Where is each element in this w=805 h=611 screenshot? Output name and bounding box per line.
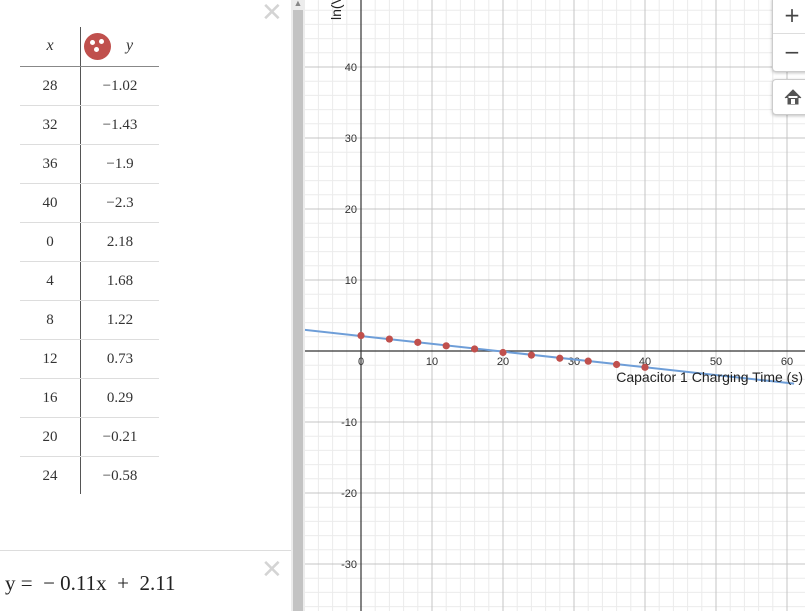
- y-cell[interactable]: −0.21: [102, 429, 138, 445]
- x-tick-label: 20: [497, 356, 509, 368]
- data-points: [357, 331, 649, 371]
- data-point[interactable]: [527, 351, 535, 359]
- table-row[interactable]: 0 2.18: [20, 223, 159, 262]
- data-point[interactable]: [613, 360, 621, 369]
- y-cell[interactable]: 0.73: [106, 351, 134, 367]
- y-tick-label: 20: [345, 204, 357, 216]
- y-cell[interactable]: −2.3: [106, 195, 134, 211]
- series-point-style-icon[interactable]: [84, 33, 111, 60]
- table-row[interactable]: 4 1.68: [20, 262, 159, 301]
- y-tick-label: -10: [341, 417, 357, 429]
- equation-text[interactable]: y = − 0.11x + 2.11: [5, 571, 176, 595]
- table-row[interactable]: 36 −1.9: [20, 145, 159, 184]
- y-axis-label: ln(V: [328, 0, 344, 20]
- expression-list: x y 28 −1.02 32 −1.43 36 −1.9 40 −2.3 0 2.18 4 1.68…: [0, 0, 291, 611]
- data-point[interactable]: [556, 354, 564, 362]
- data-point[interactable]: [471, 345, 479, 353]
- x-tick-label: 30: [568, 356, 580, 368]
- equation-row[interactable]: y = − 0.11x + 2.11: [0, 550, 291, 611]
- y-cell[interactable]: −1.9: [106, 156, 134, 172]
- zoom-controls: + −: [772, 0, 805, 72]
- x-cell[interactable]: 24: [42, 468, 58, 484]
- regression-line: [305, 328, 795, 385]
- x-tick-label: 40: [639, 356, 651, 368]
- data-point[interactable]: [584, 357, 592, 365]
- x-axis-label: Capacitor 1 Charging Time (s): [616, 369, 803, 385]
- data-point[interactable]: [641, 363, 649, 371]
- table-row[interactable]: 28 −1.02: [20, 67, 159, 106]
- x-tick-label: 10: [426, 356, 438, 368]
- table-body: 28 −1.02 32 −1.43 36 −1.9 40 −2.3 0 2.18 4 1.68 8 1.2…: [20, 67, 159, 495]
- y-tick-label: 30: [345, 133, 357, 145]
- data-point[interactable]: [499, 348, 507, 357]
- table-row[interactable]: 20 −0.21: [20, 418, 159, 457]
- y-cell[interactable]: 1.68: [106, 273, 134, 289]
- data-point[interactable]: [414, 338, 422, 346]
- y-tick-label: -30: [341, 559, 357, 571]
- home-icon: [784, 89, 802, 105]
- y-cell[interactable]: 0.29: [106, 390, 134, 406]
- data-table[interactable]: x y 28 −1.02 32 −1.43 36 −1.9 40 −2.3 0 2.18 4 1.68…: [20, 27, 159, 495]
- data-point[interactable]: [442, 342, 450, 350]
- x-cell[interactable]: 4: [46, 273, 54, 289]
- y-tick-label: 10: [345, 275, 357, 287]
- zoom-in-button[interactable]: +: [773, 0, 805, 34]
- tick-labels: 0 10 20 30 40 50 60 40 30 20 10 -10 -20 -30: [341, 62, 793, 571]
- table-row[interactable]: 24 −0.58: [20, 457, 159, 495]
- x-tick-label: 60: [781, 356, 793, 368]
- x-cell[interactable]: 20: [42, 429, 58, 445]
- y-cell[interactable]: −1.02: [102, 78, 138, 94]
- table-row[interactable]: 40 −2.3: [20, 184, 159, 223]
- y-cell[interactable]: −1.43: [102, 117, 138, 133]
- y-tick-label: 40: [345, 62, 357, 74]
- minor-gridlines: [305, 0, 805, 611]
- axes: [305, 0, 805, 611]
- y-tick-label: -20: [341, 488, 357, 500]
- graph-canvas[interactable]: 0 10 20 30 40 50 60 40 30 20 10 -10 -20 -30 Capacitor…: [305, 0, 805, 611]
- x-tick-label: 0: [358, 356, 364, 368]
- x-cell[interactable]: 16: [42, 390, 58, 406]
- x-cell[interactable]: 36: [42, 156, 58, 172]
- table-header: x y: [20, 27, 159, 67]
- close-x-icon[interactable]: ✕: [261, 555, 283, 585]
- default-viewport-button[interactable]: [772, 79, 805, 115]
- x-cell[interactable]: 8: [46, 312, 54, 328]
- y-cell[interactable]: 1.22: [106, 312, 134, 328]
- data-point[interactable]: [385, 335, 393, 343]
- x-cell[interactable]: 28: [42, 78, 58, 94]
- data-point[interactable]: [357, 331, 365, 340]
- table-row[interactable]: 12 0.73: [20, 340, 159, 379]
- y-cell[interactable]: 2.18: [106, 234, 134, 250]
- x-cell[interactable]: 40: [42, 195, 58, 211]
- close-x-icon[interactable]: ✕: [261, 0, 283, 28]
- zoom-out-button[interactable]: −: [783, 40, 801, 64]
- y-column-header[interactable]: y: [126, 37, 134, 54]
- x-column-header[interactable]: x: [46, 37, 54, 54]
- x-tick-label: 50: [710, 356, 722, 368]
- x-cell[interactable]: 32: [42, 117, 58, 133]
- table-row[interactable]: 8 1.22: [20, 301, 159, 340]
- scroll-up-arrow-icon[interactable]: ▲: [293, 0, 303, 8]
- table-row[interactable]: 16 0.29: [20, 379, 159, 418]
- table-row[interactable]: 32 −1.43: [20, 106, 159, 145]
- scrollbar-thumb[interactable]: [293, 10, 303, 611]
- x-cell[interactable]: 12: [42, 351, 58, 367]
- x-cell[interactable]: 0: [46, 234, 54, 250]
- column-divider: [80, 27, 81, 494]
- y-cell[interactable]: −0.58: [102, 468, 138, 484]
